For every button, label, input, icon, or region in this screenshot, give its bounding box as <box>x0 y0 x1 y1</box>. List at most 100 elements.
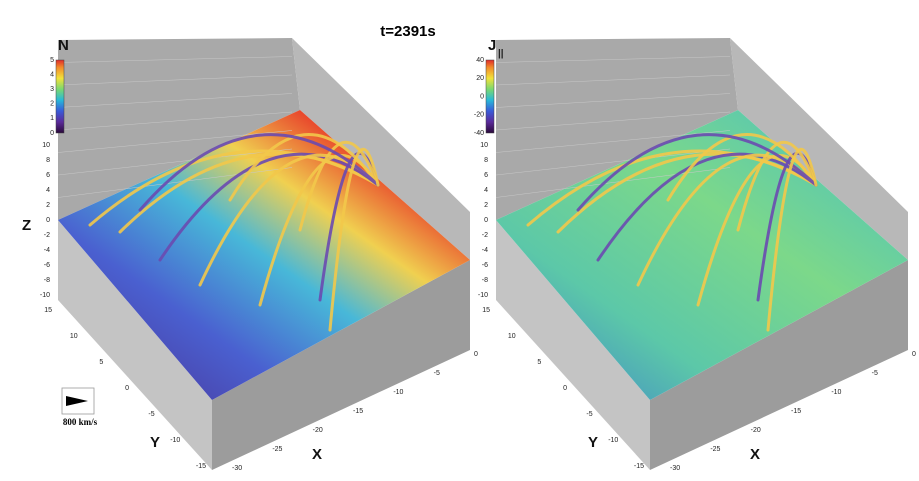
z-tick-label: 4 <box>484 187 488 194</box>
field-line <box>138 133 380 212</box>
x-tick-label: 0 <box>912 351 916 358</box>
colorbar-tick-label: 3 <box>50 86 54 93</box>
x-tick-label: -30 <box>232 465 242 472</box>
colorbar-tick-label: 4 <box>50 71 54 78</box>
wall-grid <box>57 130 293 153</box>
x-axis-label: X <box>312 446 322 463</box>
title: t=2391s <box>380 23 435 40</box>
z-tick-label: -4 <box>482 247 488 254</box>
wall-grid <box>57 56 293 63</box>
wall-grid <box>57 167 293 198</box>
z-tick-label: 8 <box>484 157 488 164</box>
z-tick-label: 6 <box>46 172 50 179</box>
z-tick-label: -8 <box>44 277 50 284</box>
z-tick-label: 10 <box>42 142 50 149</box>
x-tick-label: -20 <box>313 427 323 434</box>
field-line <box>666 133 818 202</box>
front-left-face <box>58 220 212 470</box>
z-tick-label: -2 <box>44 232 50 239</box>
x-tick-label: -15 <box>353 408 363 415</box>
floor <box>58 110 470 400</box>
z-axis-label: Z <box>22 217 31 234</box>
z-tick-label: -4 <box>44 247 50 254</box>
wall-grid <box>57 148 293 176</box>
y-tick-label: 5 <box>537 359 541 366</box>
colorbar-tick-label: -20 <box>474 112 484 119</box>
x-tick-label: -25 <box>272 446 282 453</box>
y-tick-label: 5 <box>99 359 103 366</box>
y-tick-label: -10 <box>170 437 180 444</box>
y-tick-label: -15 <box>196 463 206 470</box>
side-wall <box>292 38 470 260</box>
z-tick-label: 4 <box>46 187 50 194</box>
wall-grid <box>495 148 731 176</box>
z-tick-label: -2 <box>482 232 488 239</box>
colorbar-tick-label: 0 <box>50 130 54 137</box>
wall-grid <box>495 130 731 153</box>
x-tick-label: -10 <box>831 389 841 396</box>
colorbar-tick-label: 2 <box>50 101 54 108</box>
field-line <box>526 149 818 227</box>
colorbar-tick-label: 5 <box>50 57 54 64</box>
floor <box>496 110 908 400</box>
x-tick-label: 0 <box>474 351 478 358</box>
panel: 012345N1086420-2-4-6-8-10Z151050-5-10-15… <box>22 37 478 472</box>
y-tick-label: 10 <box>508 333 516 340</box>
colorbar-tick-label: -40 <box>474 130 484 137</box>
field-line <box>328 148 380 332</box>
z-tick-label: 2 <box>46 202 50 209</box>
back-wall <box>496 38 738 220</box>
colorbar <box>485 59 495 134</box>
y-tick-label: 0 <box>563 385 567 392</box>
front-right-face <box>650 260 908 470</box>
front-left-face <box>496 220 650 470</box>
x-tick-label: -15 <box>791 408 801 415</box>
y-tick-label: 0 <box>125 385 129 392</box>
y-tick-label: 15 <box>482 307 490 314</box>
velocity-label: 800 km/s <box>63 417 98 427</box>
x-tick-label: -5 <box>872 370 878 377</box>
colorbar-tick-label: 40 <box>476 57 484 64</box>
y-tick-label: 10 <box>70 333 78 340</box>
field-line <box>158 152 380 262</box>
wall-grid <box>495 56 731 63</box>
back-wall <box>58 38 300 220</box>
colorbar-tick-label: 20 <box>476 75 484 82</box>
z-tick-label: -6 <box>44 262 50 269</box>
y-axis-label: Y <box>150 434 160 451</box>
wall-grid <box>57 74 293 86</box>
colorbar-tick-label: 0 <box>480 93 484 100</box>
y-tick-label: 15 <box>44 307 52 314</box>
side-wall <box>730 38 908 260</box>
z-tick-label: -6 <box>482 262 488 269</box>
x-tick-label: -20 <box>751 427 761 434</box>
colorbar-label: N <box>58 37 69 54</box>
wall-grid <box>495 93 731 108</box>
field-line <box>88 149 380 227</box>
colorbar-subscript: || <box>498 49 504 60</box>
x-tick-label: -30 <box>670 465 680 472</box>
z-tick-label: 10 <box>480 142 488 149</box>
wall-grid <box>495 74 731 86</box>
field-line <box>766 148 818 332</box>
wall-grid <box>495 167 731 198</box>
field-line <box>228 133 380 202</box>
x-tick-label: -10 <box>393 389 403 396</box>
z-tick-label: -8 <box>482 277 488 284</box>
x-tick-label: -5 <box>434 370 440 377</box>
z-tick-label: 6 <box>484 172 488 179</box>
y-tick-label: -15 <box>634 463 644 470</box>
z-tick-label: 8 <box>46 157 50 164</box>
front-right-face <box>212 260 470 470</box>
colorbar <box>55 59 65 134</box>
x-axis-label: X <box>750 446 760 463</box>
wall-grid <box>57 111 293 131</box>
colorbar-label: J <box>488 37 496 54</box>
wall-grid <box>495 111 731 131</box>
y-tick-label: -10 <box>608 437 618 444</box>
y-tick-label: -5 <box>586 411 592 418</box>
panel: -40-2002040J||1086420-2-4-6-8-10151050-5… <box>474 37 916 472</box>
wall-grid <box>57 93 293 108</box>
velocity-arrow <box>66 396 88 406</box>
colorbar-tick-label: 1 <box>50 115 54 122</box>
